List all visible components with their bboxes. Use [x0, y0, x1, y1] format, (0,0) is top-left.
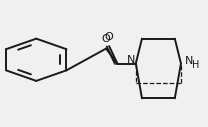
Text: O: O: [105, 32, 114, 42]
Text: H: H: [192, 60, 200, 70]
Text: O: O: [102, 34, 110, 44]
Text: N: N: [126, 55, 135, 65]
Text: N: N: [185, 56, 193, 66]
